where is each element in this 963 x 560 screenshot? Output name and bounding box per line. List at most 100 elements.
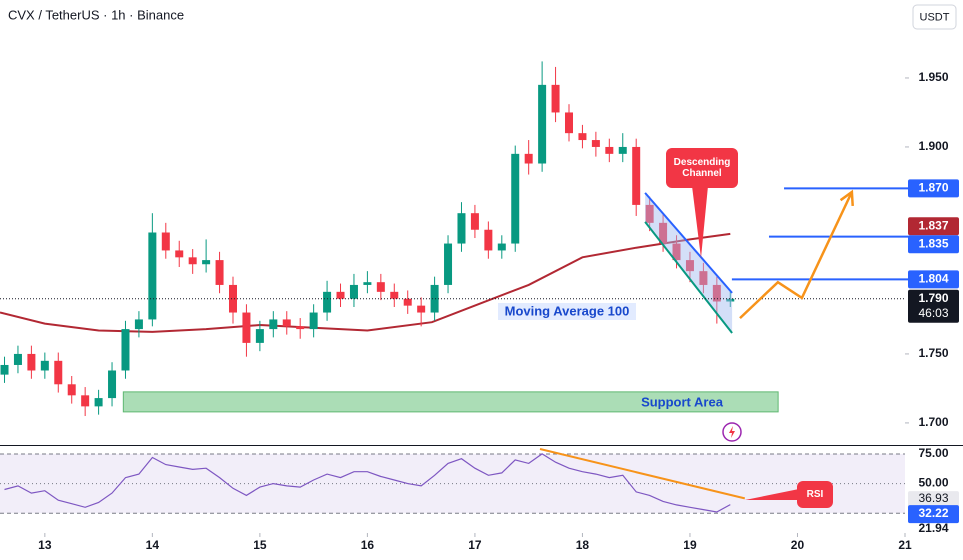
candle-body [417,305,426,313]
candle-body [121,329,130,371]
candle-body [215,260,224,285]
last-price-bg [908,289,959,323]
candle-body [242,312,251,343]
candle-body [390,291,399,299]
rsi-tick-label: 50.00 [918,476,948,490]
channel-callout-text: Descending Channel [673,157,731,179]
candle-body [618,146,627,154]
candle-body [67,384,76,396]
candle-body [430,284,439,313]
candle-body [202,260,211,265]
alert-icon [722,422,742,442]
candle-body [726,298,735,302]
candle-body [524,153,533,164]
candle-body [457,213,466,244]
y-tick-label: 1.950 [918,70,948,84]
x-tick-label: 15 [253,538,267,552]
candle-body [672,243,681,261]
candle-body [81,395,90,407]
channel-lower [644,221,733,334]
candle-body [538,84,547,164]
x-tick-label: 19 [683,538,697,552]
chart-title: CVX / TetherUS · 1h · Binance [8,7,184,22]
moving-average-label-bg [498,303,636,320]
candle-body [54,360,63,385]
x-tick-label: 16 [361,538,375,552]
moving-average-value: 1.837 [918,218,948,232]
candle-body [376,282,385,292]
last-price-label: 1.790 [918,291,948,305]
candle-body [591,140,600,147]
y-tick-label: 1.700 [918,415,948,429]
candle-body [161,232,170,251]
rsi-callout-box [797,481,833,508]
candle-body [336,291,345,299]
channel-callout-text-box: Descending Channel [673,157,731,179]
candle-body [323,291,332,313]
candle-body [309,312,318,330]
rsi-value-bg [908,505,959,524]
last-price-countdown: 46:03 [918,306,948,320]
level-label: 1.835 [918,236,948,250]
candle-body [578,133,587,141]
candle-body [228,284,237,313]
level-label-bg [908,270,959,289]
rsi-callout-pointer [745,489,799,500]
candle-body [685,260,694,272]
x-tick-label: 18 [576,538,590,552]
candle-body [497,243,506,251]
rsi-ma-value-bg [908,491,959,508]
candle-body [511,153,520,244]
candle-body [444,243,453,285]
candle-body [484,229,493,251]
rsi-ma-value: 36.93 [918,491,948,505]
channel-upper [644,192,733,294]
candle-body [188,257,197,265]
candle-body [699,271,708,285]
candle-body [134,319,143,330]
candle-body [296,326,305,330]
support-area [122,391,779,413]
candle-body [605,146,614,154]
candle-body [470,213,479,230]
x-tick-label: 14 [146,538,160,552]
candle-body [40,360,49,371]
channel-callout-pointer [692,186,708,258]
level-label: 1.804 [918,272,948,286]
candle-body [363,282,372,285]
moving-average-value-bg [908,217,959,236]
level-label: 1.870 [918,181,948,195]
candle-body [551,84,560,113]
candle-body [349,284,358,299]
candle-body [269,319,278,330]
candle-body [148,232,157,320]
rsi-divergence [539,448,746,500]
projection-path [739,191,854,320]
x-tick-label: 13 [38,538,52,552]
rsi-callout-text-box: RSI [807,489,824,500]
support-area-label: Support Area [641,394,724,409]
candle-body [282,319,291,327]
candle-body [659,222,668,244]
x-tick-label: 21 [898,538,912,552]
candle-body [564,112,573,134]
candle-body [0,364,9,375]
candle-body [13,353,22,365]
projection-arrowhead [839,189,854,206]
rsi-pane [0,453,905,514]
candle-body [108,370,117,399]
currency-box [912,4,957,30]
moving-average-line [0,232,731,333]
level-label-bg [908,235,959,254]
rsi-tick-label: 75.00 [918,446,948,460]
channel-fill [645,192,733,333]
currency: USDT [920,11,950,23]
candle-body [27,353,36,371]
candle-body [175,250,184,258]
moving-average-label: Moving Average 100 [505,303,630,318]
rsi-value: 32.22 [918,506,948,520]
candle-body [712,284,721,302]
overlay: 13 14 15 16 17 18 19 20 21 Moving Average 100 Desc… [38,70,959,552]
